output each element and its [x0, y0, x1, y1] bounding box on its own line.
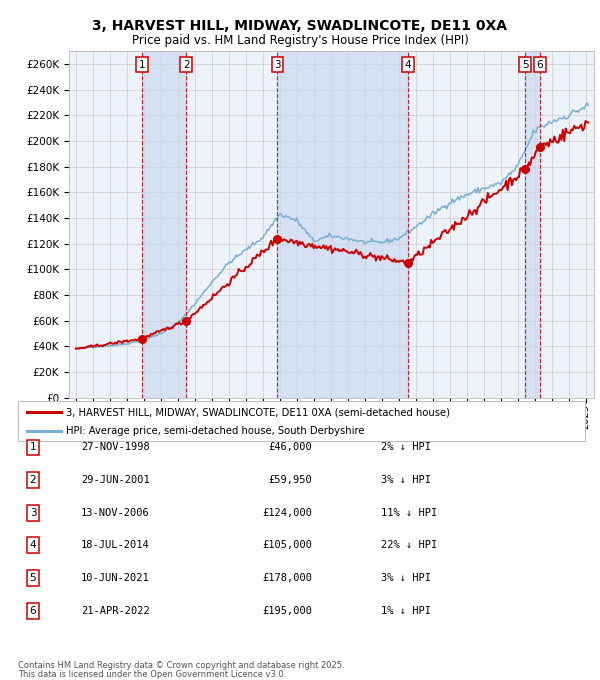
- Text: 29-JUN-2001: 29-JUN-2001: [81, 475, 150, 485]
- Text: 11% ↓ HPI: 11% ↓ HPI: [381, 508, 437, 517]
- Text: 27-NOV-1998: 27-NOV-1998: [81, 443, 150, 452]
- Text: £59,950: £59,950: [268, 475, 312, 485]
- Text: 5: 5: [522, 60, 529, 69]
- Text: £46,000: £46,000: [268, 443, 312, 452]
- Text: £195,000: £195,000: [262, 606, 312, 615]
- Text: 3, HARVEST HILL, MIDWAY, SWADLINCOTE, DE11 0XA (semi-detached house): 3, HARVEST HILL, MIDWAY, SWADLINCOTE, DE…: [66, 407, 450, 418]
- Text: HPI: Average price, semi-detached house, South Derbyshire: HPI: Average price, semi-detached house,…: [66, 426, 365, 436]
- Bar: [142, 51, 186, 398]
- Text: 3% ↓ HPI: 3% ↓ HPI: [381, 573, 431, 583]
- Text: Contains HM Land Registry data © Crown copyright and database right 2025.: Contains HM Land Registry data © Crown c…: [18, 660, 344, 670]
- Text: 4: 4: [29, 541, 37, 550]
- Text: This data is licensed under the Open Government Licence v3.0.: This data is licensed under the Open Gov…: [18, 670, 286, 679]
- Text: 10-JUN-2021: 10-JUN-2021: [81, 573, 150, 583]
- Text: 6: 6: [29, 606, 37, 615]
- Text: 1% ↓ HPI: 1% ↓ HPI: [381, 606, 431, 615]
- Text: 3: 3: [29, 508, 37, 517]
- Text: 18-JUL-2014: 18-JUL-2014: [81, 541, 150, 550]
- Text: £178,000: £178,000: [262, 573, 312, 583]
- Text: 2% ↓ HPI: 2% ↓ HPI: [381, 443, 431, 452]
- Text: 3: 3: [274, 60, 281, 69]
- Text: 21-APR-2022: 21-APR-2022: [81, 606, 150, 615]
- Text: 5: 5: [29, 573, 37, 583]
- Text: 2: 2: [29, 475, 37, 485]
- Text: 3, HARVEST HILL, MIDWAY, SWADLINCOTE, DE11 0XA: 3, HARVEST HILL, MIDWAY, SWADLINCOTE, DE…: [92, 19, 508, 33]
- Text: Price paid vs. HM Land Registry's House Price Index (HPI): Price paid vs. HM Land Registry's House …: [131, 34, 469, 47]
- Text: 1: 1: [29, 443, 37, 452]
- Text: 1: 1: [139, 60, 146, 69]
- Bar: [525, 51, 540, 398]
- Text: 22% ↓ HPI: 22% ↓ HPI: [381, 541, 437, 550]
- Text: £105,000: £105,000: [262, 541, 312, 550]
- Text: £124,000: £124,000: [262, 508, 312, 517]
- Bar: [277, 51, 408, 398]
- Text: 2: 2: [183, 60, 190, 69]
- Text: 6: 6: [536, 60, 543, 69]
- Text: 4: 4: [404, 60, 411, 69]
- Text: 3% ↓ HPI: 3% ↓ HPI: [381, 475, 431, 485]
- Text: 13-NOV-2006: 13-NOV-2006: [81, 508, 150, 517]
